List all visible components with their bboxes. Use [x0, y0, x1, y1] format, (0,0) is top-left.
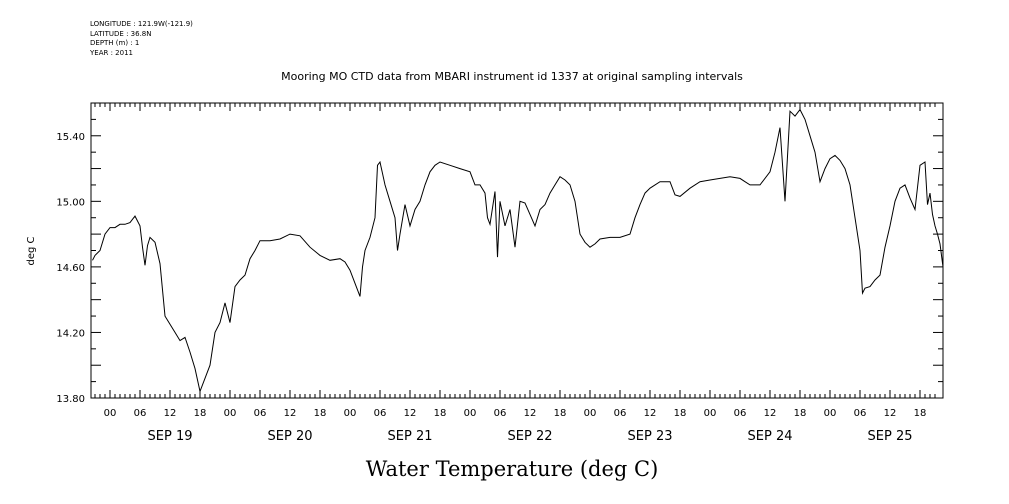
x-tick-label: 06: [374, 408, 387, 419]
x-tick-label: 12: [164, 408, 177, 419]
x-tick-label: 12: [284, 408, 297, 419]
x-tick-label: 18: [194, 408, 207, 419]
x-tick-label: 12: [524, 408, 537, 419]
x-day-label: SEP 21: [388, 429, 433, 444]
x-tick-label: 12: [644, 408, 657, 419]
y-tick-label: 15.40: [56, 132, 85, 143]
x-tick-label: 12: [884, 408, 897, 419]
x-axis-label: Water Temperature (deg C): [366, 457, 659, 481]
axis-ticks: [91, 102, 943, 399]
x-tick-label: 00: [704, 408, 717, 419]
x-day-label: SEP 25: [868, 429, 913, 444]
y-tick-label: 15.00: [56, 197, 85, 208]
x-tick-label: 18: [554, 408, 567, 419]
axis-tick-labels: 00 06 12 18 00 06 12 18 00 06 12 18 00 06 12 18 00 06 12 18…: [56, 132, 926, 444]
x-tick-label: 18: [914, 408, 927, 419]
x-tick-label: 06: [134, 408, 147, 419]
longitude-text: LONGITUDE : 121.9W(-121.9): [90, 20, 193, 28]
y-tick-label: 14.60: [56, 263, 85, 274]
y-tick-label: 14.20: [56, 328, 85, 339]
latitude-text: LATITUDE : 36.8N: [90, 29, 152, 38]
x-tick-label: 12: [764, 408, 777, 419]
y-axis-label: deg C: [26, 236, 37, 265]
x-day-label: SEP 20: [268, 429, 313, 444]
metadata-block: LONGITUDE : 121.9W(-121.9) LATITUDE : 36…: [90, 20, 193, 58]
x-tick-label: 06: [854, 408, 867, 419]
chart-title: Mooring MO CTD data from MBARI instrumen…: [281, 70, 743, 83]
y-tick-label: 13.80: [56, 394, 85, 405]
x-tick-label: 18: [314, 408, 327, 419]
series-line-water-temperature: [92, 108, 944, 394]
plot-frame: [90, 102, 944, 399]
x-tick-label: 00: [224, 408, 237, 419]
x-tick-label: 18: [794, 408, 807, 419]
x-tick-label: 06: [494, 408, 507, 419]
x-day-label: SEP 22: [508, 429, 553, 444]
x-tick-label: 06: [614, 408, 627, 419]
x-tick-label: 06: [734, 408, 747, 419]
x-tick-label: 18: [674, 408, 687, 419]
x-tick-label: 18: [434, 408, 447, 419]
x-tick-label: 00: [584, 408, 597, 419]
x-tick-label: 12: [404, 408, 417, 419]
x-tick-label: 00: [344, 408, 357, 419]
x-day-label: SEP 23: [628, 429, 673, 444]
x-tick-label: 00: [824, 408, 837, 419]
x-tick-label: 00: [464, 408, 477, 419]
x-day-label: SEP 19: [148, 429, 193, 444]
x-day-label: SEP 24: [748, 429, 793, 444]
x-tick-label: 00: [104, 408, 117, 419]
year-text: YEAR : 2011: [90, 48, 133, 57]
depth-text: DEPTH (m) : 1: [90, 39, 140, 47]
x-tick-label: 06: [254, 408, 267, 419]
